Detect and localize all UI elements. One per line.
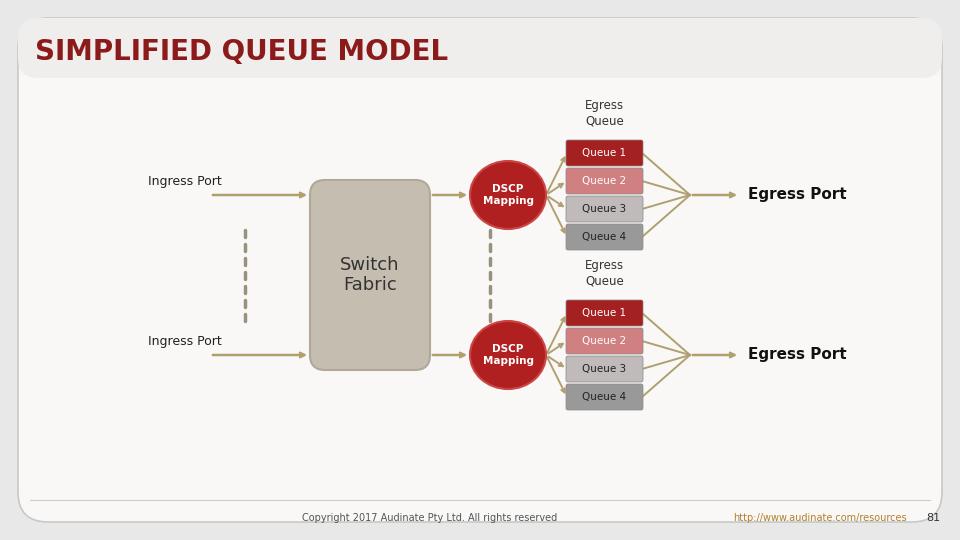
FancyBboxPatch shape bbox=[566, 140, 643, 166]
Text: Egress
Queue: Egress Queue bbox=[585, 259, 624, 287]
Text: Copyright 2017 Audinate Pty Ltd. All rights reserved: Copyright 2017 Audinate Pty Ltd. All rig… bbox=[302, 513, 558, 523]
FancyBboxPatch shape bbox=[310, 180, 430, 370]
Text: Queue 1: Queue 1 bbox=[583, 148, 627, 158]
Text: Ingress Port: Ingress Port bbox=[148, 174, 222, 187]
FancyBboxPatch shape bbox=[566, 168, 643, 194]
Text: Queue 3: Queue 3 bbox=[583, 204, 627, 214]
Text: Queue 4: Queue 4 bbox=[583, 392, 627, 402]
FancyBboxPatch shape bbox=[18, 18, 942, 78]
Text: Queue 4: Queue 4 bbox=[583, 232, 627, 242]
Text: DSCP
Mapping: DSCP Mapping bbox=[483, 344, 534, 366]
Text: Egress
Queue: Egress Queue bbox=[585, 98, 624, 127]
Text: Ingress Port: Ingress Port bbox=[148, 334, 222, 348]
Text: 81: 81 bbox=[925, 513, 940, 523]
FancyBboxPatch shape bbox=[566, 196, 643, 222]
FancyBboxPatch shape bbox=[18, 18, 942, 522]
FancyBboxPatch shape bbox=[566, 384, 643, 410]
Text: Queue 3: Queue 3 bbox=[583, 364, 627, 374]
Ellipse shape bbox=[470, 161, 546, 229]
Text: Switch
Fabric: Switch Fabric bbox=[340, 255, 399, 294]
FancyBboxPatch shape bbox=[566, 224, 643, 250]
FancyBboxPatch shape bbox=[566, 356, 643, 382]
Ellipse shape bbox=[470, 321, 546, 389]
Text: Queue 1: Queue 1 bbox=[583, 308, 627, 318]
Text: Queue 2: Queue 2 bbox=[583, 176, 627, 186]
Text: Egress Port: Egress Port bbox=[748, 187, 847, 202]
Text: DSCP
Mapping: DSCP Mapping bbox=[483, 184, 534, 206]
FancyBboxPatch shape bbox=[566, 328, 643, 354]
Text: Queue 2: Queue 2 bbox=[583, 336, 627, 346]
Text: Egress Port: Egress Port bbox=[748, 348, 847, 362]
Text: http://www.audinate.com/resources: http://www.audinate.com/resources bbox=[733, 513, 907, 523]
Text: SIMPLIFIED QUEUE MODEL: SIMPLIFIED QUEUE MODEL bbox=[35, 38, 448, 66]
FancyBboxPatch shape bbox=[566, 300, 643, 326]
